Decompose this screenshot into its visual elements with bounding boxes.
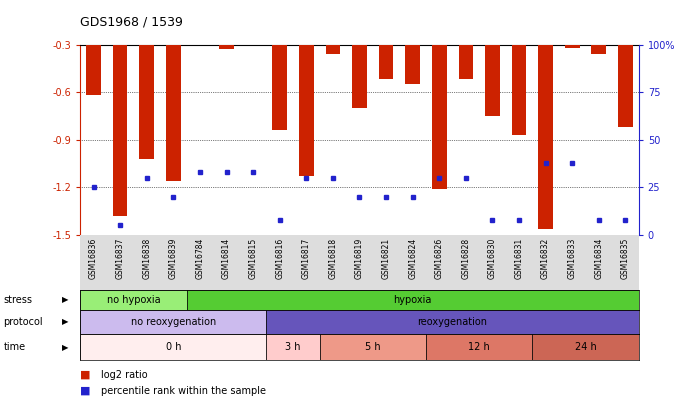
Text: 0 h: 0 h	[165, 342, 181, 352]
Text: no reoxygenation: no reoxygenation	[131, 317, 216, 327]
Text: percentile rank within the sample: percentile rank within the sample	[101, 386, 266, 396]
Text: log2 ratio: log2 ratio	[101, 370, 148, 379]
Text: GSM16834: GSM16834	[594, 238, 603, 279]
Bar	[406, 45, 420, 84]
Text: GSM16821: GSM16821	[382, 238, 391, 279]
Bar	[299, 45, 313, 176]
Text: ▶: ▶	[62, 295, 68, 304]
Bar	[459, 45, 473, 79]
Text: hypoxia: hypoxia	[394, 295, 432, 305]
Bar	[565, 45, 579, 48]
Text: protocol: protocol	[3, 317, 43, 327]
Text: GSM16835: GSM16835	[621, 238, 630, 279]
Bar	[533, 334, 639, 360]
Text: no hypoxia: no hypoxia	[107, 295, 161, 305]
Bar	[320, 334, 426, 360]
Bar	[379, 45, 394, 79]
Text: GSM16814: GSM16814	[222, 238, 231, 279]
Text: 5 h: 5 h	[365, 342, 380, 352]
Bar	[538, 45, 553, 228]
Text: GSM16826: GSM16826	[435, 238, 444, 279]
Bar	[325, 45, 340, 54]
Bar	[166, 45, 181, 181]
Bar	[219, 45, 234, 49]
Text: GSM16818: GSM16818	[328, 238, 337, 279]
Bar	[352, 45, 366, 108]
Text: GSM16831: GSM16831	[514, 238, 524, 279]
Text: GSM16836: GSM16836	[89, 238, 98, 279]
Bar	[272, 45, 287, 130]
Text: ▶: ▶	[62, 318, 68, 326]
Text: GSM16832: GSM16832	[541, 238, 550, 279]
Text: reoxygenation: reoxygenation	[417, 317, 487, 327]
Bar	[618, 45, 632, 127]
Text: GSM16784: GSM16784	[195, 238, 205, 279]
Bar	[80, 290, 186, 310]
Text: stress: stress	[3, 295, 33, 305]
Text: GSM16830: GSM16830	[488, 238, 497, 279]
Bar	[113, 45, 128, 216]
Text: ▶: ▶	[62, 343, 68, 352]
Bar	[485, 45, 500, 116]
Text: GSM16837: GSM16837	[116, 238, 125, 279]
Bar	[87, 45, 101, 95]
Text: GDS1968 / 1539: GDS1968 / 1539	[80, 15, 183, 28]
Bar	[267, 334, 320, 360]
Bar	[186, 290, 639, 310]
Text: GSM16816: GSM16816	[275, 238, 284, 279]
Text: GSM16817: GSM16817	[302, 238, 311, 279]
Bar	[80, 334, 267, 360]
Text: GSM16815: GSM16815	[248, 238, 258, 279]
Text: GSM16824: GSM16824	[408, 238, 417, 279]
Bar	[80, 310, 267, 334]
Bar	[140, 45, 154, 159]
Bar	[432, 45, 447, 189]
Text: 3 h: 3 h	[285, 342, 301, 352]
Text: GSM16833: GSM16833	[567, 238, 577, 279]
Bar	[267, 310, 639, 334]
Text: ■: ■	[80, 386, 91, 396]
Text: GSM16839: GSM16839	[169, 238, 178, 279]
Text: GSM16838: GSM16838	[142, 238, 151, 279]
Text: 12 h: 12 h	[468, 342, 490, 352]
Bar	[426, 334, 533, 360]
Text: GSM16828: GSM16828	[461, 238, 470, 279]
Bar	[512, 45, 526, 135]
Text: time: time	[3, 342, 26, 352]
Text: GSM16819: GSM16819	[355, 238, 364, 279]
Text: 24 h: 24 h	[574, 342, 596, 352]
Text: ■: ■	[80, 370, 91, 379]
Bar	[591, 45, 606, 54]
